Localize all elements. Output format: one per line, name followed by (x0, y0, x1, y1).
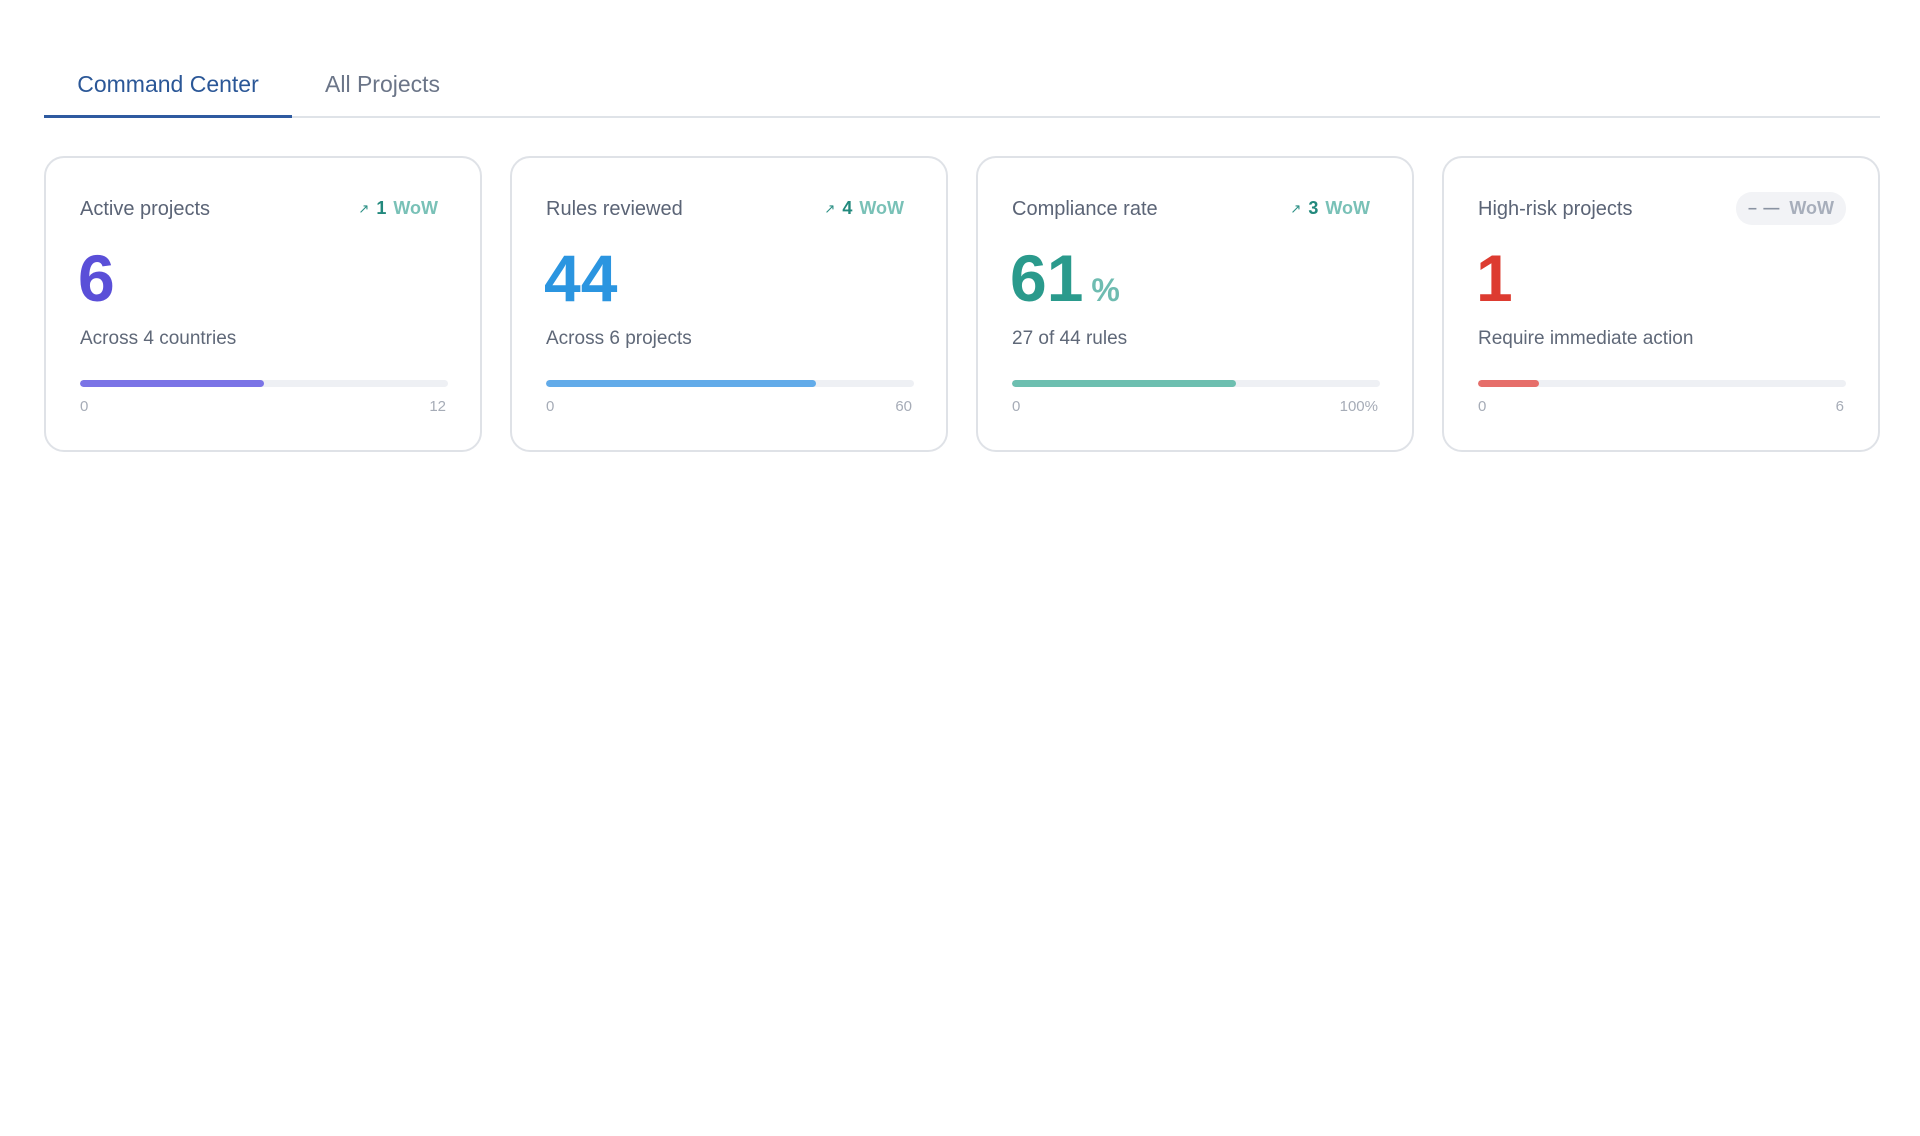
progress-min-label: 0 (1478, 398, 1487, 415)
kpi-subtitle: 27 of 44 rules (1012, 328, 1128, 349)
card-title: Active projects (80, 198, 211, 220)
trend-up-icon: ↗ (358, 200, 370, 216)
progress-max-label: 12 (429, 398, 446, 415)
progress-max-label: 6 (1835, 398, 1844, 415)
progress-fill (546, 380, 816, 387)
card-title: Compliance rate (1012, 198, 1158, 220)
card-title: High-risk projects (1478, 198, 1633, 220)
kpi-subtitle: Require immediate action (1478, 328, 1694, 349)
kpi-value: 1 (1476, 240, 1513, 316)
trend-up-icon: ↗ (824, 200, 836, 216)
trend-flat-icon: – — (1748, 199, 1781, 217)
wow-badge: ↗ 4 WoW (824, 198, 904, 219)
kpi-value: 44 (544, 240, 617, 316)
wow-badge: ↗ 3 WoW (1290, 198, 1370, 219)
wow-label: WoW (1325, 198, 1370, 218)
kpi-cards: Active projects ↗ 1 WoW 6 Across 4 count… (44, 156, 1880, 452)
kpi-card-high-risk-projects: High-risk projects – — WoW 1 Require imm… (1442, 156, 1880, 452)
wow-label: WoW (1789, 198, 1834, 218)
wow-badge: – — WoW (1736, 192, 1846, 225)
kpi-value: 61 % (1010, 240, 1120, 328)
tab-bar: Command Center All Projects (44, 50, 1880, 118)
tab-command-center[interactable]: Command Center (44, 54, 292, 118)
progress-max-label: 100% (1339, 398, 1378, 415)
kpi-subtitle: Across 4 countries (80, 328, 237, 349)
wow-delta: 4 (842, 198, 853, 218)
kpi-value-unit: % (1091, 272, 1120, 308)
tab-all-projects[interactable]: All Projects (325, 71, 441, 97)
progress-track (546, 380, 914, 387)
progress-min-label: 0 (1012, 398, 1021, 415)
kpi-card-active-projects: Active projects ↗ 1 WoW 6 Across 4 count… (44, 156, 482, 452)
progress-fill (1478, 380, 1540, 387)
kpi-value-number: 1 (1476, 241, 1513, 315)
wow-badge: ↗ 1 WoW (358, 198, 438, 219)
wow-label: WoW (859, 198, 904, 218)
kpi-subtitle: Across 6 projects (546, 328, 692, 349)
progress-fill (1012, 380, 1237, 387)
progress-min-label: 0 (80, 398, 89, 415)
progress-track (1478, 380, 1846, 387)
wow-delta: 1 (376, 198, 387, 218)
kpi-card-rules-reviewed: Rules reviewed ↗ 4 WoW 44 Across 6 proje… (510, 156, 948, 452)
wow-delta: 3 (1308, 198, 1319, 218)
kpi-value-number: 6 (78, 241, 115, 315)
trend-up-icon: ↗ (1290, 200, 1302, 216)
kpi-value-number: 44 (544, 241, 618, 315)
kpi-value-number: 61 (1010, 241, 1084, 315)
progress-fill (80, 380, 264, 387)
progress-track (1012, 380, 1380, 387)
progress-min-label: 0 (546, 398, 555, 415)
wow-label: WoW (393, 198, 438, 218)
kpi-card-compliance-rate: Compliance rate ↗ 3 WoW 61 % 27 of 44 ru… (976, 156, 1414, 452)
progress-max-label: 60 (895, 398, 912, 415)
progress-track (80, 380, 448, 387)
card-title: Rules reviewed (546, 198, 683, 220)
kpi-value: 6 (78, 240, 115, 316)
